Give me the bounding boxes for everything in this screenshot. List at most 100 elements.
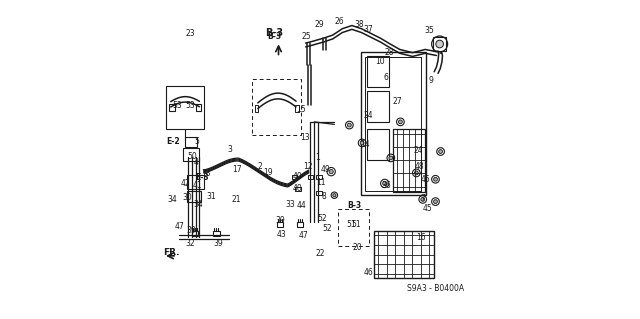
Text: 16: 16 (417, 233, 426, 242)
Bar (292, 175, 298, 179)
Text: 36: 36 (381, 181, 391, 190)
Text: 26: 26 (335, 17, 344, 26)
Text: 34: 34 (168, 195, 177, 204)
Text: 1: 1 (315, 153, 320, 162)
Text: 42: 42 (180, 179, 190, 188)
Text: 3: 3 (228, 145, 232, 154)
Bar (196, 104, 202, 111)
Bar (367, 56, 389, 87)
Text: 52: 52 (317, 214, 328, 223)
Text: 9: 9 (429, 76, 433, 85)
Text: 31: 31 (206, 192, 216, 201)
Text: 50: 50 (188, 152, 197, 161)
Circle shape (348, 123, 351, 127)
Text: 47: 47 (174, 222, 184, 231)
Text: S9A3 - B0400A: S9A3 - B0400A (407, 284, 464, 293)
Text: 12: 12 (303, 162, 312, 171)
Text: 39: 39 (187, 226, 196, 235)
Text: 32: 32 (185, 239, 195, 248)
Text: 33: 33 (286, 200, 296, 209)
Text: 41: 41 (193, 181, 202, 189)
Circle shape (433, 177, 437, 181)
Text: 53: 53 (186, 101, 195, 110)
Bar (296, 187, 301, 191)
Bar (187, 175, 204, 189)
Text: 44: 44 (296, 201, 307, 210)
Text: 37: 37 (364, 25, 373, 34)
Text: 38: 38 (354, 20, 364, 29)
Text: 21: 21 (232, 195, 241, 204)
Text: 22: 22 (316, 249, 325, 258)
Bar (187, 191, 201, 202)
Bar (192, 231, 198, 236)
Text: 49: 49 (321, 165, 331, 174)
Bar (252, 79, 301, 135)
Bar (297, 222, 303, 227)
Text: 39: 39 (214, 239, 223, 248)
Circle shape (433, 200, 437, 204)
Text: 47: 47 (298, 231, 308, 240)
Bar (367, 129, 389, 160)
Text: 2: 2 (258, 162, 262, 171)
Text: E-3: E-3 (195, 173, 209, 182)
Bar (394, 129, 424, 192)
Text: 35: 35 (424, 26, 434, 35)
Bar (374, 231, 433, 278)
Text: 40: 40 (292, 184, 302, 193)
Text: 20: 20 (353, 243, 362, 252)
Text: 7: 7 (420, 194, 425, 203)
Text: 27: 27 (392, 97, 402, 106)
Bar (365, 57, 421, 191)
Text: 17: 17 (232, 165, 242, 174)
Text: B-3: B-3 (348, 201, 362, 210)
Bar (166, 86, 204, 129)
Bar (433, 37, 446, 51)
Text: E-2: E-2 (166, 137, 180, 146)
Circle shape (333, 194, 336, 197)
Bar (361, 52, 426, 195)
Circle shape (360, 141, 364, 145)
Circle shape (399, 120, 403, 124)
Text: 45: 45 (423, 204, 433, 213)
Text: 5: 5 (194, 137, 199, 146)
Text: 6: 6 (384, 73, 388, 82)
Text: 15: 15 (296, 105, 306, 114)
Text: 39: 39 (275, 216, 285, 225)
Bar (184, 148, 199, 161)
Bar (317, 175, 322, 179)
Text: 29: 29 (314, 20, 324, 29)
Text: 23: 23 (185, 29, 195, 38)
Text: 48: 48 (415, 162, 424, 171)
Text: 18: 18 (201, 169, 211, 178)
Text: FR.: FR. (163, 248, 180, 256)
Text: 45: 45 (421, 175, 431, 184)
Text: 14: 14 (360, 140, 370, 149)
Text: 52: 52 (322, 224, 332, 233)
Circle shape (421, 197, 424, 201)
Text: 13: 13 (300, 133, 310, 142)
Text: 30: 30 (182, 193, 192, 202)
Text: 51: 51 (351, 220, 360, 229)
Bar (277, 222, 284, 227)
Bar (170, 104, 175, 111)
Text: 46: 46 (364, 268, 373, 277)
Bar (338, 209, 369, 246)
Circle shape (415, 171, 419, 175)
Circle shape (389, 156, 393, 160)
Bar (308, 175, 314, 179)
Circle shape (438, 150, 442, 153)
Text: 24: 24 (364, 111, 373, 120)
Text: 28: 28 (385, 48, 394, 57)
Text: B-3: B-3 (268, 32, 282, 41)
Text: B-3: B-3 (265, 28, 283, 39)
Circle shape (436, 40, 444, 48)
Bar (367, 91, 389, 122)
Bar (255, 105, 259, 112)
Text: 43: 43 (276, 230, 286, 239)
Text: 51: 51 (346, 220, 356, 229)
Bar (317, 191, 322, 195)
Bar (186, 137, 196, 147)
Text: 4: 4 (194, 158, 199, 167)
Text: 8: 8 (321, 192, 326, 201)
Bar (213, 231, 220, 236)
